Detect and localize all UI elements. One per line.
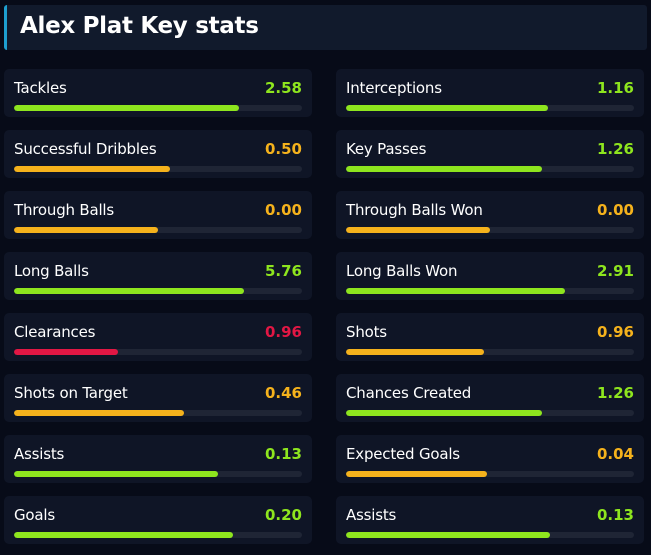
stat-card: Interceptions 1.16: [336, 69, 644, 117]
stat-bar-track: [346, 410, 634, 416]
stat-label: Chances Created: [346, 384, 472, 402]
stat-value: 2.58: [264, 79, 302, 97]
stat-label: Expected Goals: [346, 445, 460, 463]
stat-bar-track: [14, 410, 302, 416]
page-header: Alex Plat Key stats: [4, 5, 647, 50]
stat-card: Assists 0.13: [336, 496, 644, 544]
stat-bar-fill: [14, 105, 239, 111]
stat-bar-fill: [14, 227, 158, 233]
stat-card: Shots 0.96: [336, 313, 644, 361]
stat-label: Key Passes: [346, 140, 427, 158]
stat-card: Expected Goals 0.04: [336, 435, 644, 483]
stat-bar-track: [346, 471, 634, 477]
stat-value: 1.26: [596, 384, 634, 402]
stat-bar-track: [346, 105, 634, 111]
stat-card: Chances Created 1.26: [336, 374, 644, 422]
stat-bar-fill: [346, 166, 542, 172]
stat-card: Clearances 0.96: [4, 313, 312, 361]
stat-value: 0.00: [264, 201, 302, 219]
stat-label: Through Balls: [14, 201, 115, 219]
stat-value: 2.91: [596, 262, 634, 280]
stat-bar-fill: [14, 471, 219, 477]
stat-bar-track: [14, 227, 302, 233]
stat-card: Through Balls Won 0.00: [336, 191, 644, 239]
stat-card: Tackles 2.58: [4, 69, 312, 117]
stat-value: 0.50: [264, 140, 302, 158]
stat-bar-track: [346, 349, 634, 355]
stat-label: Assists: [346, 506, 397, 524]
stat-bar-track: [14, 471, 302, 477]
stat-bar-fill: [346, 532, 551, 538]
stat-card: Goals 0.20: [4, 496, 312, 544]
stat-label: Through Balls Won: [346, 201, 483, 219]
stat-bar-track: [346, 227, 634, 233]
stat-value: 0.00: [596, 201, 634, 219]
stat-value: 1.16: [596, 79, 634, 97]
stat-value: 0.13: [596, 506, 634, 524]
stat-value: 1.26: [596, 140, 634, 158]
stat-bar-track: [14, 105, 302, 111]
stat-label: Assists: [14, 445, 65, 463]
stat-bar-track: [346, 166, 634, 172]
stat-card: Successful Dribbles 0.50: [4, 130, 312, 178]
stat-value: 0.96: [264, 323, 302, 341]
stat-label: Interceptions: [346, 79, 442, 97]
stat-bar-fill: [346, 410, 542, 416]
stat-card: Shots on Target 0.46: [4, 374, 312, 422]
stat-bar-track: [14, 166, 302, 172]
stat-label: Tackles: [14, 79, 67, 97]
stat-bar-track: [346, 288, 634, 294]
stat-card: Long Balls Won 2.91: [336, 252, 644, 300]
stat-label: Long Balls: [14, 262, 89, 280]
stat-value: 0.13: [264, 445, 302, 463]
stat-bar-track: [14, 349, 302, 355]
stat-bar-fill: [346, 471, 488, 477]
stat-value: 5.76: [264, 262, 302, 280]
stat-value: 0.96: [596, 323, 634, 341]
stat-card: Key Passes 1.26: [336, 130, 644, 178]
stat-bar-fill: [346, 227, 490, 233]
stat-label: Shots on Target: [14, 384, 128, 402]
stat-bar-track: [14, 532, 302, 538]
stat-label: Long Balls Won: [346, 262, 458, 280]
stat-label: Successful Dribbles: [14, 140, 157, 158]
stat-value: 0.20: [264, 506, 302, 524]
stat-label: Clearances: [14, 323, 96, 341]
stat-bar-fill: [14, 349, 118, 355]
page-title: Alex Plat Key stats: [20, 13, 259, 39]
stat-value: 0.04: [596, 445, 634, 463]
stat-card: Assists 0.13: [4, 435, 312, 483]
stat-bar-fill: [14, 532, 233, 538]
stat-bar-fill: [14, 410, 184, 416]
stat-card: Through Balls 0.00: [4, 191, 312, 239]
stat-bar-fill: [14, 288, 245, 294]
stat-card: Long Balls 5.76: [4, 252, 312, 300]
stat-label: Shots: [346, 323, 387, 341]
stat-bar-fill: [346, 105, 548, 111]
stat-bar-fill: [346, 349, 485, 355]
stat-bar-fill: [346, 288, 565, 294]
stat-bar-track: [346, 532, 634, 538]
stat-value: 0.46: [264, 384, 302, 402]
stat-label: Goals: [14, 506, 55, 524]
stat-bar-track: [14, 288, 302, 294]
stat-bar-fill: [14, 166, 170, 172]
